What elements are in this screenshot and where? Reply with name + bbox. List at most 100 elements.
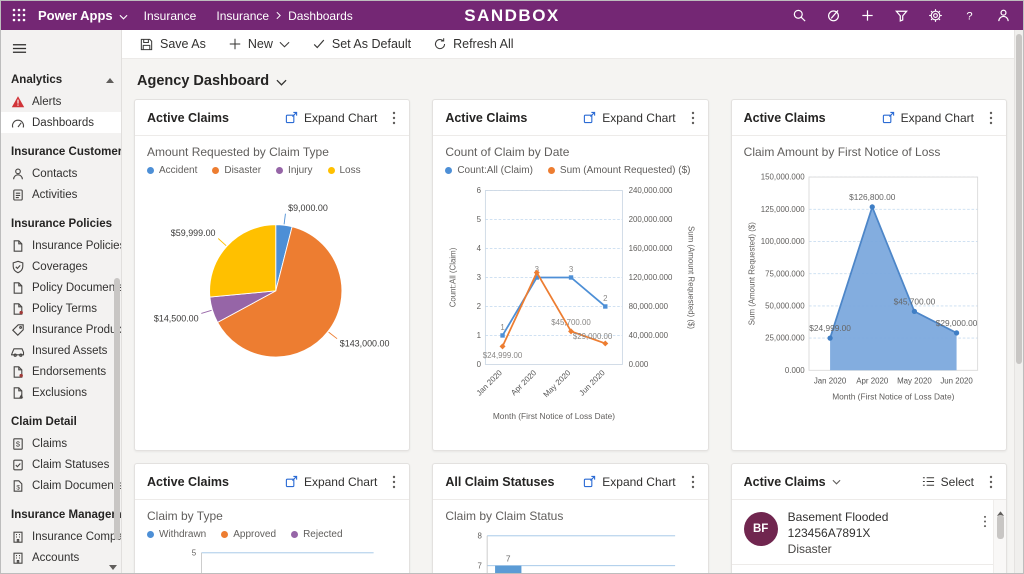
expand-chart-button[interactable]: Expand Chart (876, 107, 980, 129)
sidebar-item-label: Insurance Compa... (32, 530, 121, 543)
sidebar-item-activities[interactable]: Activities (1, 184, 121, 205)
svg-text:$45,700.00: $45,700.00 (893, 296, 935, 306)
sidebar-item-claim-statuses[interactable]: Claim Statuses (1, 454, 121, 475)
scroll-up-icon[interactable] (997, 503, 1004, 521)
sidebar-item-accounts[interactable]: Accounts (1, 547, 121, 568)
card-title: Active Claims (147, 474, 229, 489)
more-commands-icon[interactable] (984, 472, 998, 492)
legend-item-rejected[interactable]: Rejected (291, 529, 343, 540)
claim-list-item[interactable]: BLBroken Leg654321C1987ZInjury (732, 565, 993, 573)
doc-dot-icon (11, 302, 25, 316)
save-as-button[interactable]: Save As (128, 30, 217, 58)
legend-item-accident[interactable]: Accident (147, 165, 197, 176)
svg-text:$45,700.00: $45,700.00 (552, 318, 592, 327)
waffle-menu-icon[interactable] (11, 7, 28, 24)
svg-text:Count:All (Claim): Count:All (Claim) (449, 247, 458, 307)
sidebar-item-coverages[interactable]: Coverages (1, 256, 121, 277)
legend-item-sum-amount-requested[interactable]: Sum (Amount Requested) ($) (547, 165, 691, 176)
card-title[interactable]: Active Claims (743, 474, 826, 489)
card-header: Active Claims Expand Chart (135, 100, 410, 136)
app-name[interactable]: Insurance (143, 8, 197, 23)
claim-list-item[interactable]: BF Basement Flooded 123456A7891X Disaster (731, 500, 993, 565)
legend-dot (147, 167, 154, 174)
sidebar-item-dashboards[interactable]: Dashboards (1, 112, 121, 133)
sidebar-item-endorsements[interactable]: Endorsements (1, 361, 121, 382)
sidebar-item-claims[interactable]: $ Claims (1, 433, 121, 454)
sidebar-scroll-down-icon[interactable] (109, 565, 117, 570)
filter-icon[interactable] (894, 8, 909, 23)
sidebar-item-alerts[interactable]: Alerts (1, 91, 121, 112)
main-scrollbar[interactable] (1014, 30, 1023, 573)
sidebar-item-contacts[interactable]: Contacts (1, 163, 121, 184)
more-commands-icon[interactable] (686, 472, 700, 492)
chart-legend: Count:All (Claim) Sum (Amount Requested) … (445, 165, 695, 176)
more-commands-icon[interactable] (686, 108, 700, 128)
more-commands-icon[interactable] (387, 108, 401, 128)
list-scrollbar[interactable] (993, 500, 1006, 573)
sidebar-section-header: Claim Detail (1, 403, 121, 433)
sidebar-item-exclusions[interactable]: Exclusions (1, 382, 121, 403)
legend-item-disaster[interactable]: Disaster (212, 165, 261, 176)
chart-title: Claim by Claim Status (445, 509, 564, 523)
sidebar-item-label: Insurance Product (32, 323, 122, 336)
select-records-button[interactable]: Select (916, 471, 980, 493)
page-title-label[interactable]: Agency Dashboard (137, 73, 270, 89)
area-chart[interactable]: 0.000 25,000.000 50,000.000 75,000.000 100,0… (744, 163, 994, 446)
refresh-all-label: Refresh All (453, 37, 514, 51)
more-commands-icon[interactable] (387, 472, 401, 492)
expand-chart-button[interactable]: Expand Chart (577, 107, 681, 129)
row-more-options-icon[interactable] (983, 572, 991, 573)
sidebar-item-insurance-product[interactable]: Insurance Product (1, 319, 121, 340)
hamburger-menu-icon[interactable] (12, 41, 27, 56)
svg-text:0: 0 (477, 360, 482, 369)
sidebar-section-label: Claim Detail (11, 416, 77, 428)
claim-name[interactable]: Basement Flooded (787, 510, 889, 524)
main-scrollbar-thumb[interactable] (1016, 34, 1022, 364)
sidebar-section-label: Insurance Policies (11, 218, 112, 230)
account-person-icon[interactable] (996, 8, 1011, 23)
sidebar-item-insurance-compa[interactable]: Insurance Compa... (1, 526, 121, 547)
plus-icon[interactable] (860, 8, 875, 23)
legend-item-count-all-claim[interactable]: Count:All (Claim) (445, 165, 533, 176)
expand-chart-button[interactable]: Expand Chart (279, 471, 383, 493)
bar-chart[interactable]: 8 7 7 (445, 527, 695, 573)
legend-item-withdrawn[interactable]: Withdrawn (147, 529, 206, 540)
legend-item-injury[interactable]: Injury (276, 165, 313, 176)
new-button[interactable]: New (217, 30, 301, 58)
list-scrollbar-thumb[interactable] (997, 515, 1004, 539)
sidebar-item-policy-documents[interactable]: Policy Documents (1, 277, 121, 298)
view-selector-chevron-icon[interactable] (832, 479, 841, 485)
chart-title: Count of Claim by Date (445, 145, 570, 159)
line-chart[interactable]: 0 1 2 3 4 5 6 0.000 40,000.000 80,000.000 120,000.… (445, 180, 696, 446)
row-more-options-icon[interactable] (983, 507, 991, 528)
bar-chart[interactable]: 54 (147, 544, 397, 573)
legend-item-approved[interactable]: Approved (221, 529, 276, 540)
refresh-all-button[interactable]: Refresh All (422, 30, 524, 58)
expand-chart-button[interactable]: Expand Chart (577, 471, 681, 493)
sidebar-item-insured-assets[interactable]: Insured Assets (1, 340, 121, 361)
more-commands-icon[interactable] (984, 108, 998, 128)
expand-chart-button[interactable]: Expand Chart (279, 107, 383, 129)
sidebar-scrollbar[interactable] (114, 278, 120, 540)
set-as-default-button[interactable]: Set As Default (301, 30, 422, 58)
svg-text:Apr 2020: Apr 2020 (510, 368, 539, 397)
legend-item-loss[interactable]: Loss (327, 165, 361, 176)
sidebar-item-claim-documents[interactable]: $ Claim Documents (1, 475, 121, 496)
brand-chevron-down-icon[interactable] (119, 14, 128, 20)
search-icon[interactable] (792, 8, 807, 23)
settings-gear-icon[interactable] (928, 8, 943, 23)
sidebar-item-insurance-policies[interactable]: Insurance Policies (1, 235, 121, 256)
sidebar-item-policy-terms[interactable]: Policy Terms (1, 298, 121, 319)
brand-label[interactable]: Power Apps (38, 8, 113, 23)
breadcrumb-current[interactable]: Dashboards (288, 8, 353, 23)
help-icon[interactable]: ? (962, 8, 977, 23)
card-body: Claim by Type Withdrawn Approved Rejected … (135, 500, 409, 573)
select-label: Select (940, 474, 974, 489)
svg-text:1: 1 (477, 331, 481, 340)
pie-chart[interactable]: $9,000.00 $143,000.00 $14,500.00 $59,999.00 (147, 180, 397, 446)
breadcrumb-parent[interactable]: Insurance (216, 8, 270, 23)
compass-icon[interactable] (826, 8, 841, 23)
legend-dot (445, 167, 453, 174)
dashboard-selector-chevron-icon[interactable] (276, 79, 287, 86)
section-collapse-caret-icon[interactable] (106, 77, 114, 83)
